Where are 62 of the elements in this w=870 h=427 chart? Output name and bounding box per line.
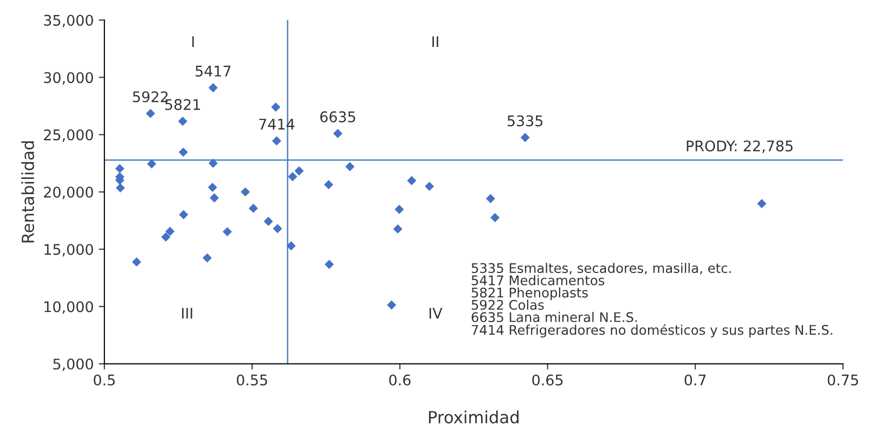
x-tick-label: 0.55 [236, 374, 268, 386]
point [386, 300, 396, 310]
point [178, 210, 188, 220]
point [520, 132, 530, 142]
annotation: 5335 [508, 115, 542, 126]
annotation: 5335 Esmaltes, secadores, masilla, etc. 5417 Medicamentos 5821 Phenoplasts 5922 Colas 6635 Lana mineral N.E.S. 7414 Refrigeradores no domésticos y sus partes N.E.S. [472, 262, 832, 338]
annotation: 5417 [196, 66, 230, 77]
point [394, 204, 404, 214]
annotation: II [432, 36, 438, 48]
y-tick-label: 20,000 [44, 186, 94, 200]
y-tick-label: 30,000 [44, 72, 94, 85]
annotation: I [192, 36, 194, 48]
y-tick-label: 15,000 [44, 244, 94, 256]
point [288, 172, 298, 182]
point [393, 224, 402, 234]
y-tick-label: 10,000 [44, 301, 94, 314]
point [490, 212, 500, 222]
point [147, 159, 156, 168]
point [424, 182, 434, 191]
ref-line-label: PRODY: 22,785 [686, 140, 793, 153]
point [272, 224, 282, 234]
x-axis-title: Proximidad [429, 410, 519, 424]
point [115, 164, 124, 174]
point [222, 227, 232, 236]
point [210, 193, 219, 202]
x-tick-label: 0.6 [389, 374, 411, 386]
point [240, 187, 250, 197]
point [264, 216, 273, 226]
point [146, 108, 156, 118]
x-tick-label: 0.5 [94, 374, 115, 386]
y-tick-label: 25,000 [44, 129, 94, 142]
point [208, 158, 218, 168]
point [286, 241, 296, 251]
point [324, 180, 334, 190]
point [202, 253, 212, 263]
point [324, 260, 334, 269]
y-tick-label: 5,000 [53, 358, 94, 372]
point [272, 136, 282, 146]
point [132, 257, 142, 267]
point [333, 128, 342, 138]
point [178, 148, 188, 157]
annotation: III [182, 308, 192, 319]
y-axis-title: Rentabilidad [21, 141, 34, 242]
point [116, 183, 125, 193]
point [486, 194, 496, 204]
point [208, 83, 218, 92]
point [178, 116, 188, 126]
x-tick-label: 0.65 [532, 374, 563, 386]
point [294, 166, 304, 176]
annotation: IV [430, 308, 442, 319]
point [757, 199, 766, 208]
y-tick-label: 35,000 [44, 14, 94, 28]
point [161, 232, 170, 242]
point [208, 182, 218, 192]
point [345, 162, 355, 172]
point [271, 102, 280, 112]
annotation: 6635 [320, 111, 356, 122]
point [248, 204, 258, 213]
x-tick-label: 0.7 [684, 374, 706, 386]
point [407, 176, 416, 186]
x-tick-label: 0.75 [828, 374, 858, 386]
point [165, 226, 175, 236]
